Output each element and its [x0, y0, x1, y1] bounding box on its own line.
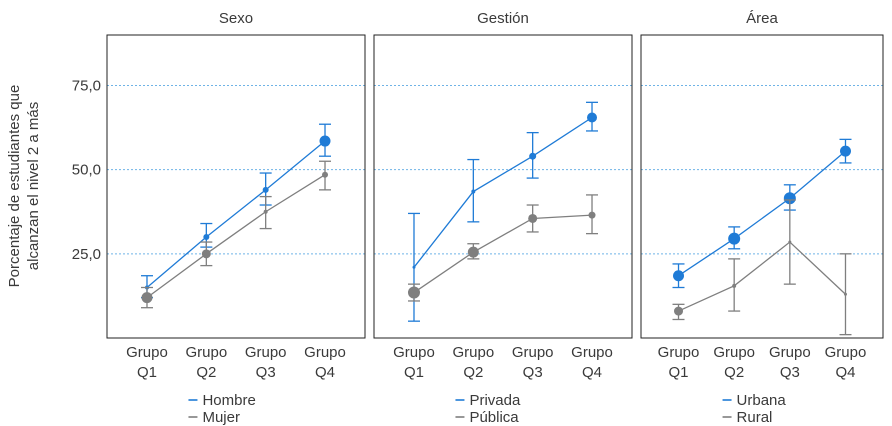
y-axis-label-line: alcanzan el nivel 2 a más	[25, 102, 42, 270]
y-axis-label: Porcentaje de estudiantes que alcanzan el…	[6, 85, 42, 288]
series-Mujer	[140, 160, 332, 309]
data-point	[471, 189, 476, 194]
data-point	[587, 112, 598, 123]
y-axis-ticks: 25,0 50,0 75,0	[72, 78, 101, 263]
data-point	[732, 283, 737, 288]
data-point	[467, 246, 479, 258]
x-tick-label: Q3	[256, 364, 276, 381]
x-tick-label: Grupo	[393, 344, 435, 361]
y-axis-label-line: Porcentaje de estudiantes que	[6, 85, 23, 288]
data-point	[529, 152, 537, 160]
x-tick-label: Grupo	[825, 344, 867, 361]
data-point	[412, 265, 416, 269]
x-tick-label: Q4	[582, 364, 602, 381]
panel-border	[373, 34, 633, 339]
x-tick-label: Q4	[835, 364, 855, 381]
x-tick-label: Grupo	[571, 344, 613, 361]
data-point	[203, 234, 210, 240]
legend-label: Privada	[469, 392, 521, 409]
data-point	[673, 270, 685, 282]
panel-1: Sexo Grupo Q1 Grupo Q2 Grupo Q3 Grupo Q4 HombreMu…	[106, 10, 366, 426]
legend-label: Urbana	[737, 392, 787, 409]
data-point	[528, 213, 538, 223]
legend-label: Mujer	[202, 409, 240, 426]
x-tick-label: Grupo	[512, 344, 554, 361]
series-line	[413, 116, 593, 268]
panel-border	[106, 34, 366, 339]
data-point	[263, 209, 268, 214]
data-point	[262, 186, 269, 193]
data-point	[839, 145, 851, 157]
x-tick-label: Grupo	[452, 344, 494, 361]
data-point	[322, 171, 329, 178]
series-line	[678, 241, 846, 312]
x-tick-label: Q2	[724, 364, 744, 381]
data-point	[783, 192, 796, 205]
panel-border	[640, 34, 884, 339]
x-tick-label: Grupo	[185, 344, 227, 361]
data-point	[788, 240, 792, 244]
panel-title: Área	[746, 10, 778, 27]
data-point	[141, 292, 153, 304]
data-point	[201, 249, 211, 259]
data-point	[674, 306, 684, 316]
x-tick-label: Q4	[315, 364, 335, 381]
data-point	[588, 211, 596, 219]
x-tick-label: Q2	[463, 364, 483, 381]
data-point	[728, 232, 741, 245]
series-line	[678, 150, 846, 277]
x-tick-label: Q1	[669, 364, 689, 381]
legend-label: Rural	[737, 409, 773, 426]
data-point	[843, 292, 847, 296]
x-tick-label: Grupo	[126, 344, 168, 361]
panel-2: Gestión Grupo Q1 Grupo Q2 Grupo Q3 Grupo Q4 Priva…	[373, 10, 633, 426]
series-line	[413, 214, 593, 294]
x-tick-label: Grupo	[304, 344, 346, 361]
x-tick-label: Grupo	[769, 344, 811, 361]
series-Pública	[407, 194, 599, 302]
legend-label: Pública	[469, 409, 519, 426]
panel-3: Área Grupo Q1 Grupo Q2 Grupo Q3 Grupo Q4 UrbanaRu…	[640, 10, 884, 426]
x-tick-label: Q1	[404, 364, 424, 381]
data-point	[319, 135, 331, 147]
series-Hombre	[140, 123, 332, 299]
x-tick-label: Grupo	[658, 344, 700, 361]
series-Urbana	[672, 138, 852, 289]
x-tick-label: Q1	[137, 364, 157, 381]
y-tick-label: 75,0	[72, 78, 101, 95]
y-tick-label: 25,0	[72, 246, 101, 263]
x-tick-label: Grupo	[713, 344, 755, 361]
x-tick-label: Q2	[196, 364, 216, 381]
legend-label: Hombre	[202, 392, 255, 409]
panel-title: Gestión	[477, 10, 529, 27]
series-Rural	[672, 199, 852, 336]
series-line	[146, 174, 326, 299]
series-Privada	[407, 101, 599, 322]
series-line	[146, 140, 326, 288]
x-tick-label: Grupo	[245, 344, 287, 361]
data-point	[407, 286, 420, 299]
chart-panels: Sexo Grupo Q1 Grupo Q2 Grupo Q3 Grupo Q4 HombreMu…	[106, 10, 884, 426]
x-tick-label: Q3	[780, 364, 800, 381]
y-tick-label: 50,0	[72, 162, 101, 179]
x-tick-label: Q3	[523, 364, 543, 381]
panel-title: Sexo	[219, 10, 253, 27]
